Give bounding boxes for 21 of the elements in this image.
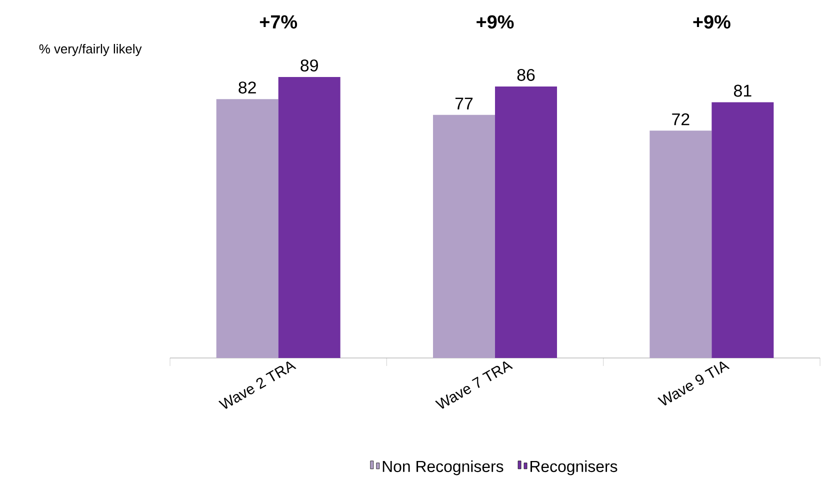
x-tick-label: Wave 7 TRA xyxy=(435,361,513,409)
bar xyxy=(712,102,774,358)
data-label: 77 xyxy=(455,98,473,110)
data-label: 72 xyxy=(672,113,690,126)
x-tick-label: Wave 2 TRA xyxy=(218,361,296,409)
bar xyxy=(650,130,712,358)
text: +9% xyxy=(476,15,514,29)
y-axis-title: % very/fairly likely xyxy=(39,44,142,56)
data-label: 81 xyxy=(734,84,752,97)
bar xyxy=(495,86,558,358)
data-label: 89 xyxy=(300,59,318,72)
data-label: 86 xyxy=(517,68,535,81)
bar xyxy=(433,114,496,358)
text: +7% xyxy=(260,15,298,29)
x-tick-label: Wave 9 TIA xyxy=(658,361,730,406)
data-label: 82 xyxy=(238,82,256,94)
legend-label: Non Recognisers xyxy=(382,460,504,476)
legend-label: Recognisers xyxy=(530,460,618,476)
bar xyxy=(216,99,278,358)
text: +9% xyxy=(693,15,730,29)
bar xyxy=(278,76,340,358)
